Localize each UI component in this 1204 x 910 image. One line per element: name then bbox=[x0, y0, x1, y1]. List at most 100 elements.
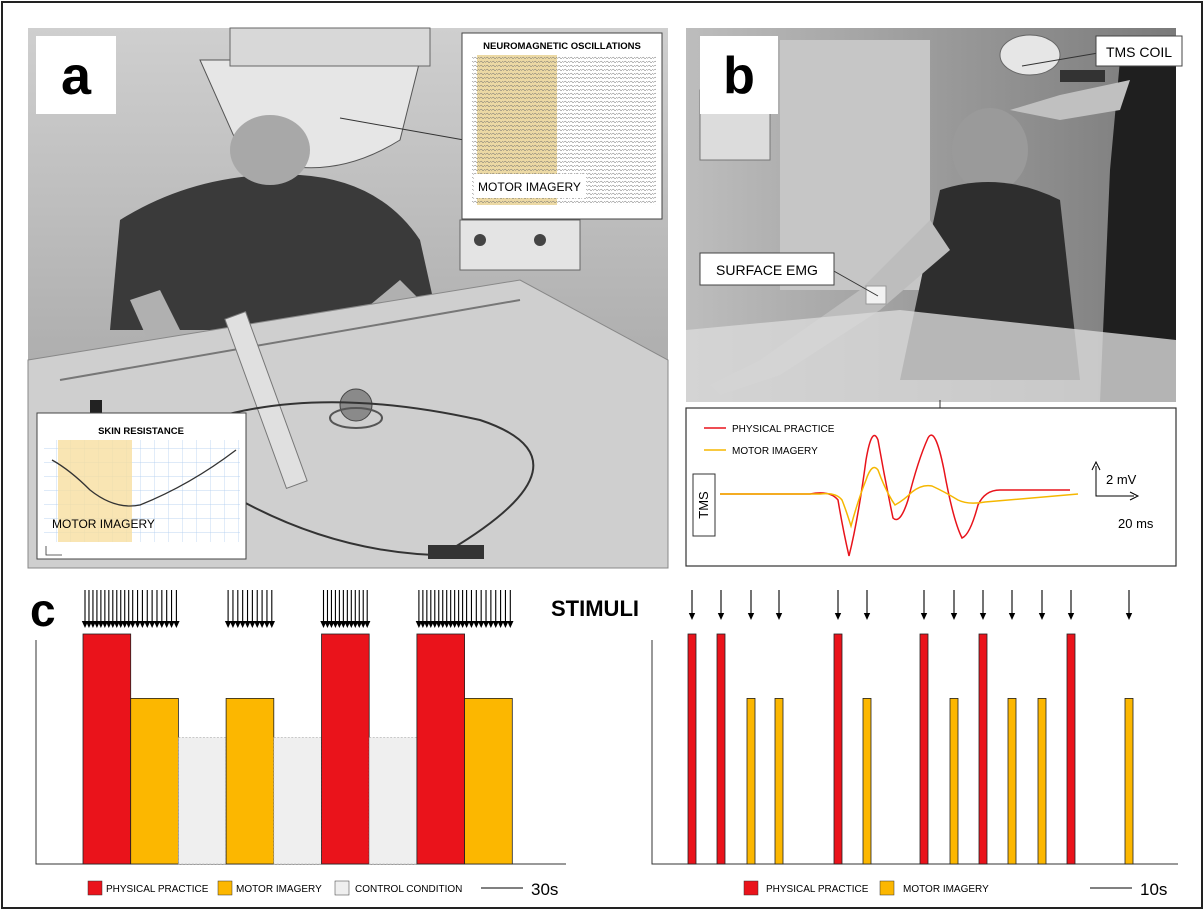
left-stimulus-arrow-8-2-head bbox=[473, 621, 480, 628]
right-legend-swatch-physical bbox=[743, 880, 759, 896]
right-bar-physical-11 bbox=[1066, 633, 1076, 865]
stimuli-label: STIMULI bbox=[551, 596, 639, 621]
left-stimulus-arrow-1-7-head bbox=[163, 621, 170, 628]
left-legend: PHYSICAL PRACTICE MOTOR IMAGERY CONTROL … bbox=[87, 880, 558, 899]
meg-pointer-line bbox=[339, 117, 465, 141]
left-bar-physical-7 bbox=[416, 633, 465, 865]
surface-emg-pointer bbox=[831, 269, 879, 297]
left-stimulus-arrow-3-9-head bbox=[268, 621, 275, 628]
left-stimulus-arrow-3-7-head bbox=[258, 621, 266, 628]
meg-inset: NEUROMAGNETIC OSCILLATIONS MOTOR IMAGERY bbox=[461, 32, 663, 220]
right-bar-imagery-2 bbox=[746, 698, 756, 865]
mep-inset: PHYSICAL PRACTICE MOTOR IMAGERY TMS 2 mV… bbox=[685, 407, 1177, 567]
right-bar-imagery-3 bbox=[774, 698, 784, 865]
right-bar-imagery-10 bbox=[1037, 698, 1047, 865]
right-legend-swatch-imagery bbox=[879, 880, 895, 896]
left-stimulus-arrow-1-8-head bbox=[168, 621, 175, 628]
left-bar-control-2 bbox=[178, 737, 227, 865]
left-stimulus-arrow-7-11-head bbox=[459, 621, 466, 628]
left-bar-imagery-8 bbox=[464, 698, 513, 865]
left-bar-physical-5 bbox=[321, 633, 370, 865]
mep-trace-motor-imagery bbox=[720, 466, 1079, 529]
left-legend-imagery-label: MOTOR IMAGERY bbox=[236, 884, 322, 895]
right-stimulus-arrow-11-head bbox=[1067, 613, 1075, 620]
tms-marker-box bbox=[692, 473, 716, 537]
right-bar-imagery-12 bbox=[1124, 698, 1134, 865]
tms-coil-pointer bbox=[1021, 51, 1105, 67]
tms-coil-label: TMS COIL bbox=[1106, 44, 1172, 60]
left-legend-physical-label: PHYSICAL PRACTICE bbox=[106, 884, 209, 895]
scale-y-label: 2 mV bbox=[1106, 472, 1137, 487]
left-stimulus-arrow-3-5-head bbox=[249, 621, 256, 628]
skin-inset-title: SKIN RESISTANCE bbox=[98, 426, 184, 437]
scale-x-arrow bbox=[1129, 491, 1140, 501]
surface-emg-label: SURFACE EMG bbox=[716, 262, 818, 278]
left-stimulus-arrow-3-8-head bbox=[263, 621, 271, 628]
panel-a: a NEUROMAGNETIC OSCILLATIONS MOTOR IMAGE… bbox=[27, 27, 669, 569]
right-chart-bars bbox=[687, 633, 1134, 865]
legend-swatch-imagery bbox=[217, 880, 233, 896]
right-stimulus-arrow-4-head bbox=[834, 613, 842, 620]
panel-c-letter: c bbox=[30, 584, 56, 636]
panel-b: b TMS COIL SURFACE EMG PHYSICAL PRACTICE… bbox=[685, 28, 1183, 567]
left-stimulus-arrow-8-3-head bbox=[477, 621, 485, 628]
left-bar-control-4 bbox=[273, 737, 322, 865]
right-stimulus-arrow-0-head bbox=[688, 613, 696, 620]
mep-scale-bars bbox=[1095, 466, 1134, 497]
left-stimulus-arrow-3-2-head bbox=[234, 621, 242, 628]
skin-resistance-inset: SKIN RESISTANCE MOTOR IMAGERY bbox=[36, 412, 247, 560]
panel-a-letter-box bbox=[36, 36, 116, 114]
left-stimulus-arrow-1-4-head bbox=[148, 621, 156, 628]
right-bar-imagery-7 bbox=[949, 698, 959, 865]
left-bar-control-6 bbox=[368, 737, 418, 865]
left-stimulus-arrow-8-1-head bbox=[468, 621, 475, 628]
right-stimulus-arrows bbox=[688, 590, 1133, 620]
right-legend-imagery-label: MOTOR IMAGERY bbox=[903, 884, 989, 895]
skin-resistance-curve bbox=[51, 449, 237, 507]
tms-marker-label: TMS bbox=[696, 491, 711, 519]
right-stimulus-arrow-10-head bbox=[1038, 613, 1046, 620]
right-legend: PHYSICAL PRACTICE MOTOR IMAGERY 10s bbox=[743, 880, 1167, 899]
right-bar-physical-8 bbox=[978, 633, 988, 865]
surface-emg-label-box bbox=[699, 252, 835, 286]
legend-swatch-control bbox=[334, 880, 350, 896]
left-stimulus-arrow-0-11-head bbox=[125, 621, 132, 628]
scale-x-label: 20 ms bbox=[1118, 516, 1154, 531]
left-stimulus-arrow-3-0-head bbox=[224, 621, 232, 628]
left-stimulus-arrow-1-6-head bbox=[158, 621, 166, 628]
legend-mi-label: MOTOR IMAGERY bbox=[732, 446, 818, 457]
left-stimulus-arrow-8-8-head bbox=[502, 621, 509, 628]
left-stimulus-arrow-3-6-head bbox=[254, 621, 261, 628]
right-stimulus-arrow-1-head bbox=[717, 613, 725, 620]
right-legend-physical-label: PHYSICAL PRACTICE bbox=[766, 884, 869, 895]
left-time-scale-label: 30s bbox=[531, 880, 558, 899]
left-legend-control-label: CONTROL CONDITION bbox=[355, 884, 462, 895]
legend-swatch-physical bbox=[87, 880, 103, 896]
meg-inset-title: NEUROMAGNETIC OSCILLATIONS bbox=[483, 41, 641, 52]
right-bar-imagery-5 bbox=[862, 698, 872, 865]
left-stimulus-arrow-1-2-head bbox=[139, 621, 146, 628]
left-stimulus-arrow-8-6-head bbox=[492, 621, 499, 628]
right-bar-physical-6 bbox=[919, 633, 929, 865]
left-stimulus-arrow-8-0-head bbox=[463, 621, 470, 628]
left-stimulus-arrows bbox=[81, 590, 514, 628]
mep-trace-physical-practice bbox=[720, 434, 1070, 557]
right-bar-physical-1 bbox=[716, 633, 726, 865]
left-stimulus-arrow-3-1-head bbox=[229, 621, 237, 628]
right-stimulus-arrow-12-head bbox=[1125, 613, 1133, 620]
scale-y-arrow bbox=[1091, 460, 1101, 471]
left-bar-imagery-3 bbox=[225, 698, 275, 865]
right-stimulus-arrow-8-head bbox=[979, 613, 987, 620]
left-stimulus-arrow-5-11-head bbox=[364, 621, 371, 628]
left-stimulus-arrow-1-5-head bbox=[153, 621, 161, 628]
panel-b-letter: b bbox=[723, 47, 755, 105]
left-stimulus-arrow-1-1-head bbox=[134, 621, 141, 628]
panel-c: c STIMULI PHYSICAL PRACTICE MOTOR IMAGER… bbox=[30, 584, 1178, 899]
left-stimulus-arrow-3-3-head bbox=[239, 621, 246, 628]
right-stimulus-arrow-9-head bbox=[1008, 613, 1016, 620]
right-stimulus-arrow-6-head bbox=[920, 613, 928, 620]
meg-inset-label: MOTOR IMAGERY bbox=[478, 180, 581, 194]
right-bar-imagery-9 bbox=[1007, 698, 1017, 865]
left-stimulus-arrow-8-5-head bbox=[487, 621, 495, 628]
